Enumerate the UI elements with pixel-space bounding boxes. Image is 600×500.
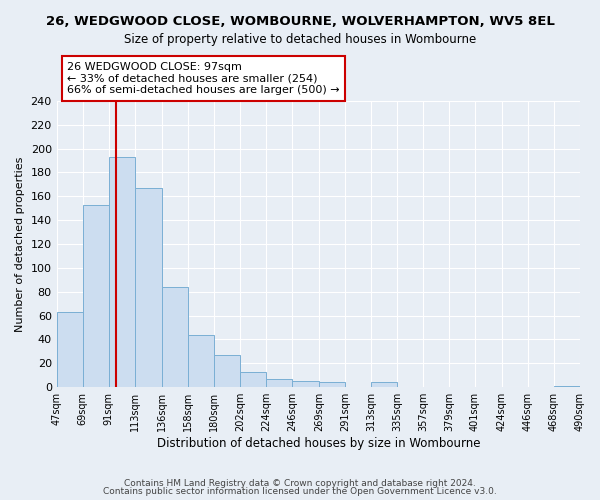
Y-axis label: Number of detached properties: Number of detached properties bbox=[15, 156, 25, 332]
Bar bbox=[83, 204, 109, 387]
Bar bbox=[162, 287, 188, 387]
Bar bbox=[134, 188, 162, 387]
Text: 26 WEDGWOOD CLOSE: 97sqm
← 33% of detached houses are smaller (254)
66% of semi-: 26 WEDGWOOD CLOSE: 97sqm ← 33% of detach… bbox=[67, 62, 340, 95]
Bar bbox=[188, 334, 214, 387]
Bar bbox=[266, 379, 292, 387]
Bar bbox=[371, 382, 397, 387]
Text: Contains HM Land Registry data © Crown copyright and database right 2024.: Contains HM Land Registry data © Crown c… bbox=[124, 478, 476, 488]
Bar bbox=[240, 372, 266, 387]
Bar bbox=[319, 382, 345, 387]
Text: Size of property relative to detached houses in Wombourne: Size of property relative to detached ho… bbox=[124, 32, 476, 46]
Text: Contains public sector information licensed under the Open Government Licence v3: Contains public sector information licen… bbox=[103, 487, 497, 496]
Bar bbox=[214, 355, 240, 387]
Bar bbox=[56, 312, 83, 387]
X-axis label: Distribution of detached houses by size in Wombourne: Distribution of detached houses by size … bbox=[157, 437, 480, 450]
Text: 26, WEDGWOOD CLOSE, WOMBOURNE, WOLVERHAMPTON, WV5 8EL: 26, WEDGWOOD CLOSE, WOMBOURNE, WOLVERHAM… bbox=[46, 15, 554, 28]
Bar bbox=[554, 386, 580, 387]
Bar bbox=[109, 157, 134, 387]
Bar bbox=[292, 381, 319, 387]
